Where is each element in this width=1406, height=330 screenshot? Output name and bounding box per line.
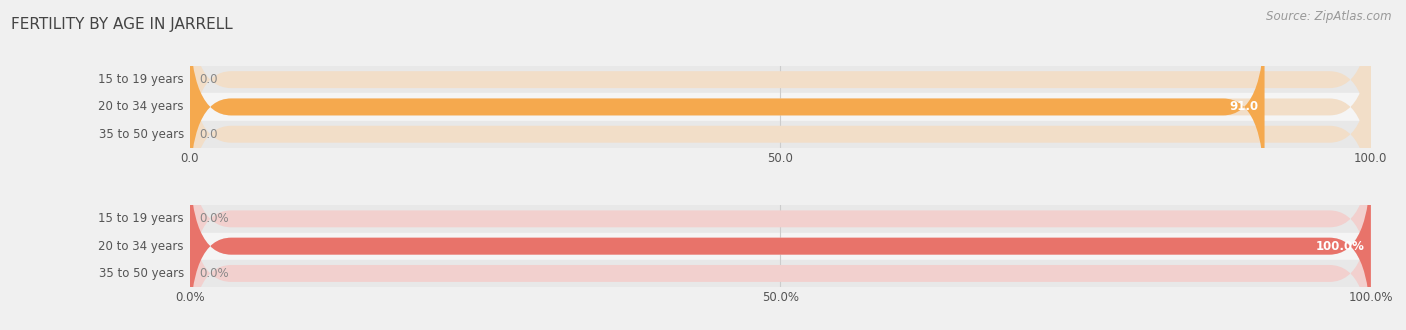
FancyBboxPatch shape: [190, 159, 1371, 330]
Text: Source: ZipAtlas.com: Source: ZipAtlas.com: [1267, 10, 1392, 23]
FancyBboxPatch shape: [190, 47, 1371, 221]
Text: 20 to 34 years: 20 to 34 years: [98, 100, 184, 114]
Bar: [190, 66, 1371, 93]
Text: 0.0: 0.0: [200, 128, 218, 141]
Bar: [190, 93, 1371, 120]
Bar: [190, 233, 1371, 260]
FancyBboxPatch shape: [190, 186, 1371, 330]
Bar: [190, 260, 1371, 287]
Text: 35 to 50 years: 35 to 50 years: [98, 267, 184, 280]
Text: 0.0: 0.0: [200, 73, 218, 86]
Text: 0.0%: 0.0%: [200, 267, 229, 280]
FancyBboxPatch shape: [190, 132, 1371, 306]
FancyBboxPatch shape: [190, 0, 1371, 167]
FancyBboxPatch shape: [190, 20, 1371, 194]
FancyBboxPatch shape: [190, 20, 1264, 194]
Text: 15 to 19 years: 15 to 19 years: [98, 213, 184, 225]
Text: 35 to 50 years: 35 to 50 years: [98, 128, 184, 141]
Bar: [190, 205, 1371, 233]
Bar: [190, 120, 1371, 148]
Text: 20 to 34 years: 20 to 34 years: [98, 240, 184, 253]
Text: 0.0%: 0.0%: [200, 213, 229, 225]
FancyBboxPatch shape: [190, 159, 1371, 330]
Text: 91.0: 91.0: [1229, 100, 1258, 114]
Text: 15 to 19 years: 15 to 19 years: [98, 73, 184, 86]
Text: FERTILITY BY AGE IN JARRELL: FERTILITY BY AGE IN JARRELL: [11, 16, 233, 31]
Text: 100.0%: 100.0%: [1316, 240, 1365, 253]
